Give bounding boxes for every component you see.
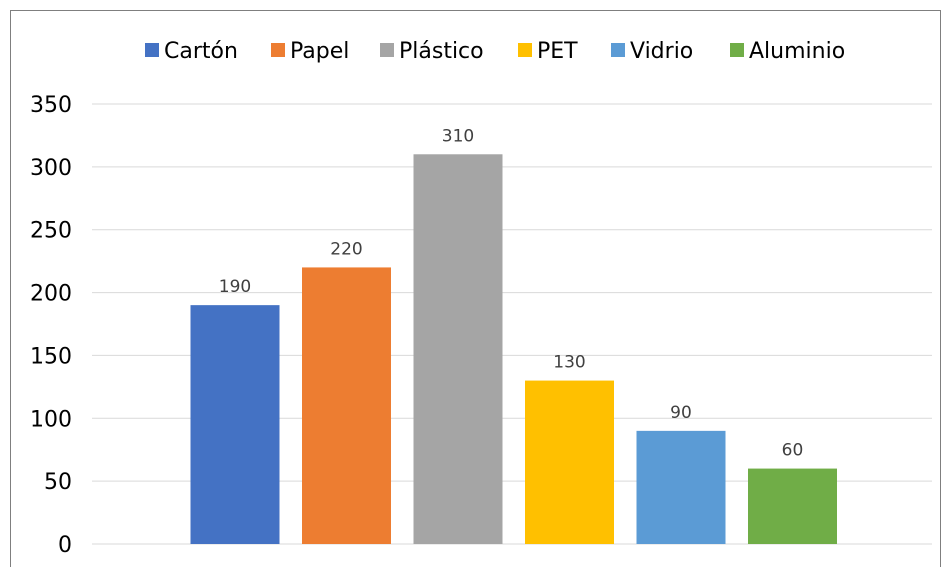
legend-swatch [271, 43, 285, 57]
legend-label: Aluminio [749, 39, 845, 64]
bar-papel [302, 267, 391, 544]
bar-pet [525, 380, 614, 544]
y-axis-ticks: 0 50 100 150 200 250 300 350 [30, 93, 72, 558]
data-label: 310 [442, 126, 474, 146]
legend-swatch [380, 43, 394, 57]
legend-label: Papel [290, 39, 349, 64]
y-tick-label: 250 [30, 219, 72, 244]
y-tick-label: 150 [30, 344, 72, 369]
legend-swatch [730, 43, 744, 57]
legend-swatch [518, 43, 532, 57]
bar-vidrio [636, 430, 726, 544]
legend-swatch [145, 43, 159, 57]
data-label: 90 [670, 403, 692, 423]
legend-label: Plástico [399, 39, 484, 64]
bar-aluminio [748, 468, 837, 544]
legend-swatch [611, 43, 625, 57]
data-label: 220 [330, 239, 362, 259]
legend-label: Vidrio [630, 39, 693, 64]
data-labels: 190 220 310 130 90 60 [219, 126, 804, 460]
bar-plástico [413, 154, 503, 545]
y-tick-label: 350 [30, 93, 72, 118]
y-tick-label: 50 [44, 470, 72, 495]
legend-label: Cartón [164, 39, 238, 64]
bar-cartón [190, 305, 280, 544]
y-tick-label: 0 [58, 533, 72, 558]
bars [190, 154, 837, 545]
legend: Cartón Papel Plástico PET Vidrio Aluminio [145, 39, 845, 64]
y-tick-label: 300 [30, 156, 72, 181]
data-label: 60 [782, 441, 804, 461]
data-label: 130 [553, 353, 585, 373]
y-tick-label: 200 [30, 282, 72, 307]
data-label: 190 [219, 277, 251, 297]
y-tick-label: 100 [30, 407, 72, 432]
legend-label: PET [537, 39, 578, 64]
